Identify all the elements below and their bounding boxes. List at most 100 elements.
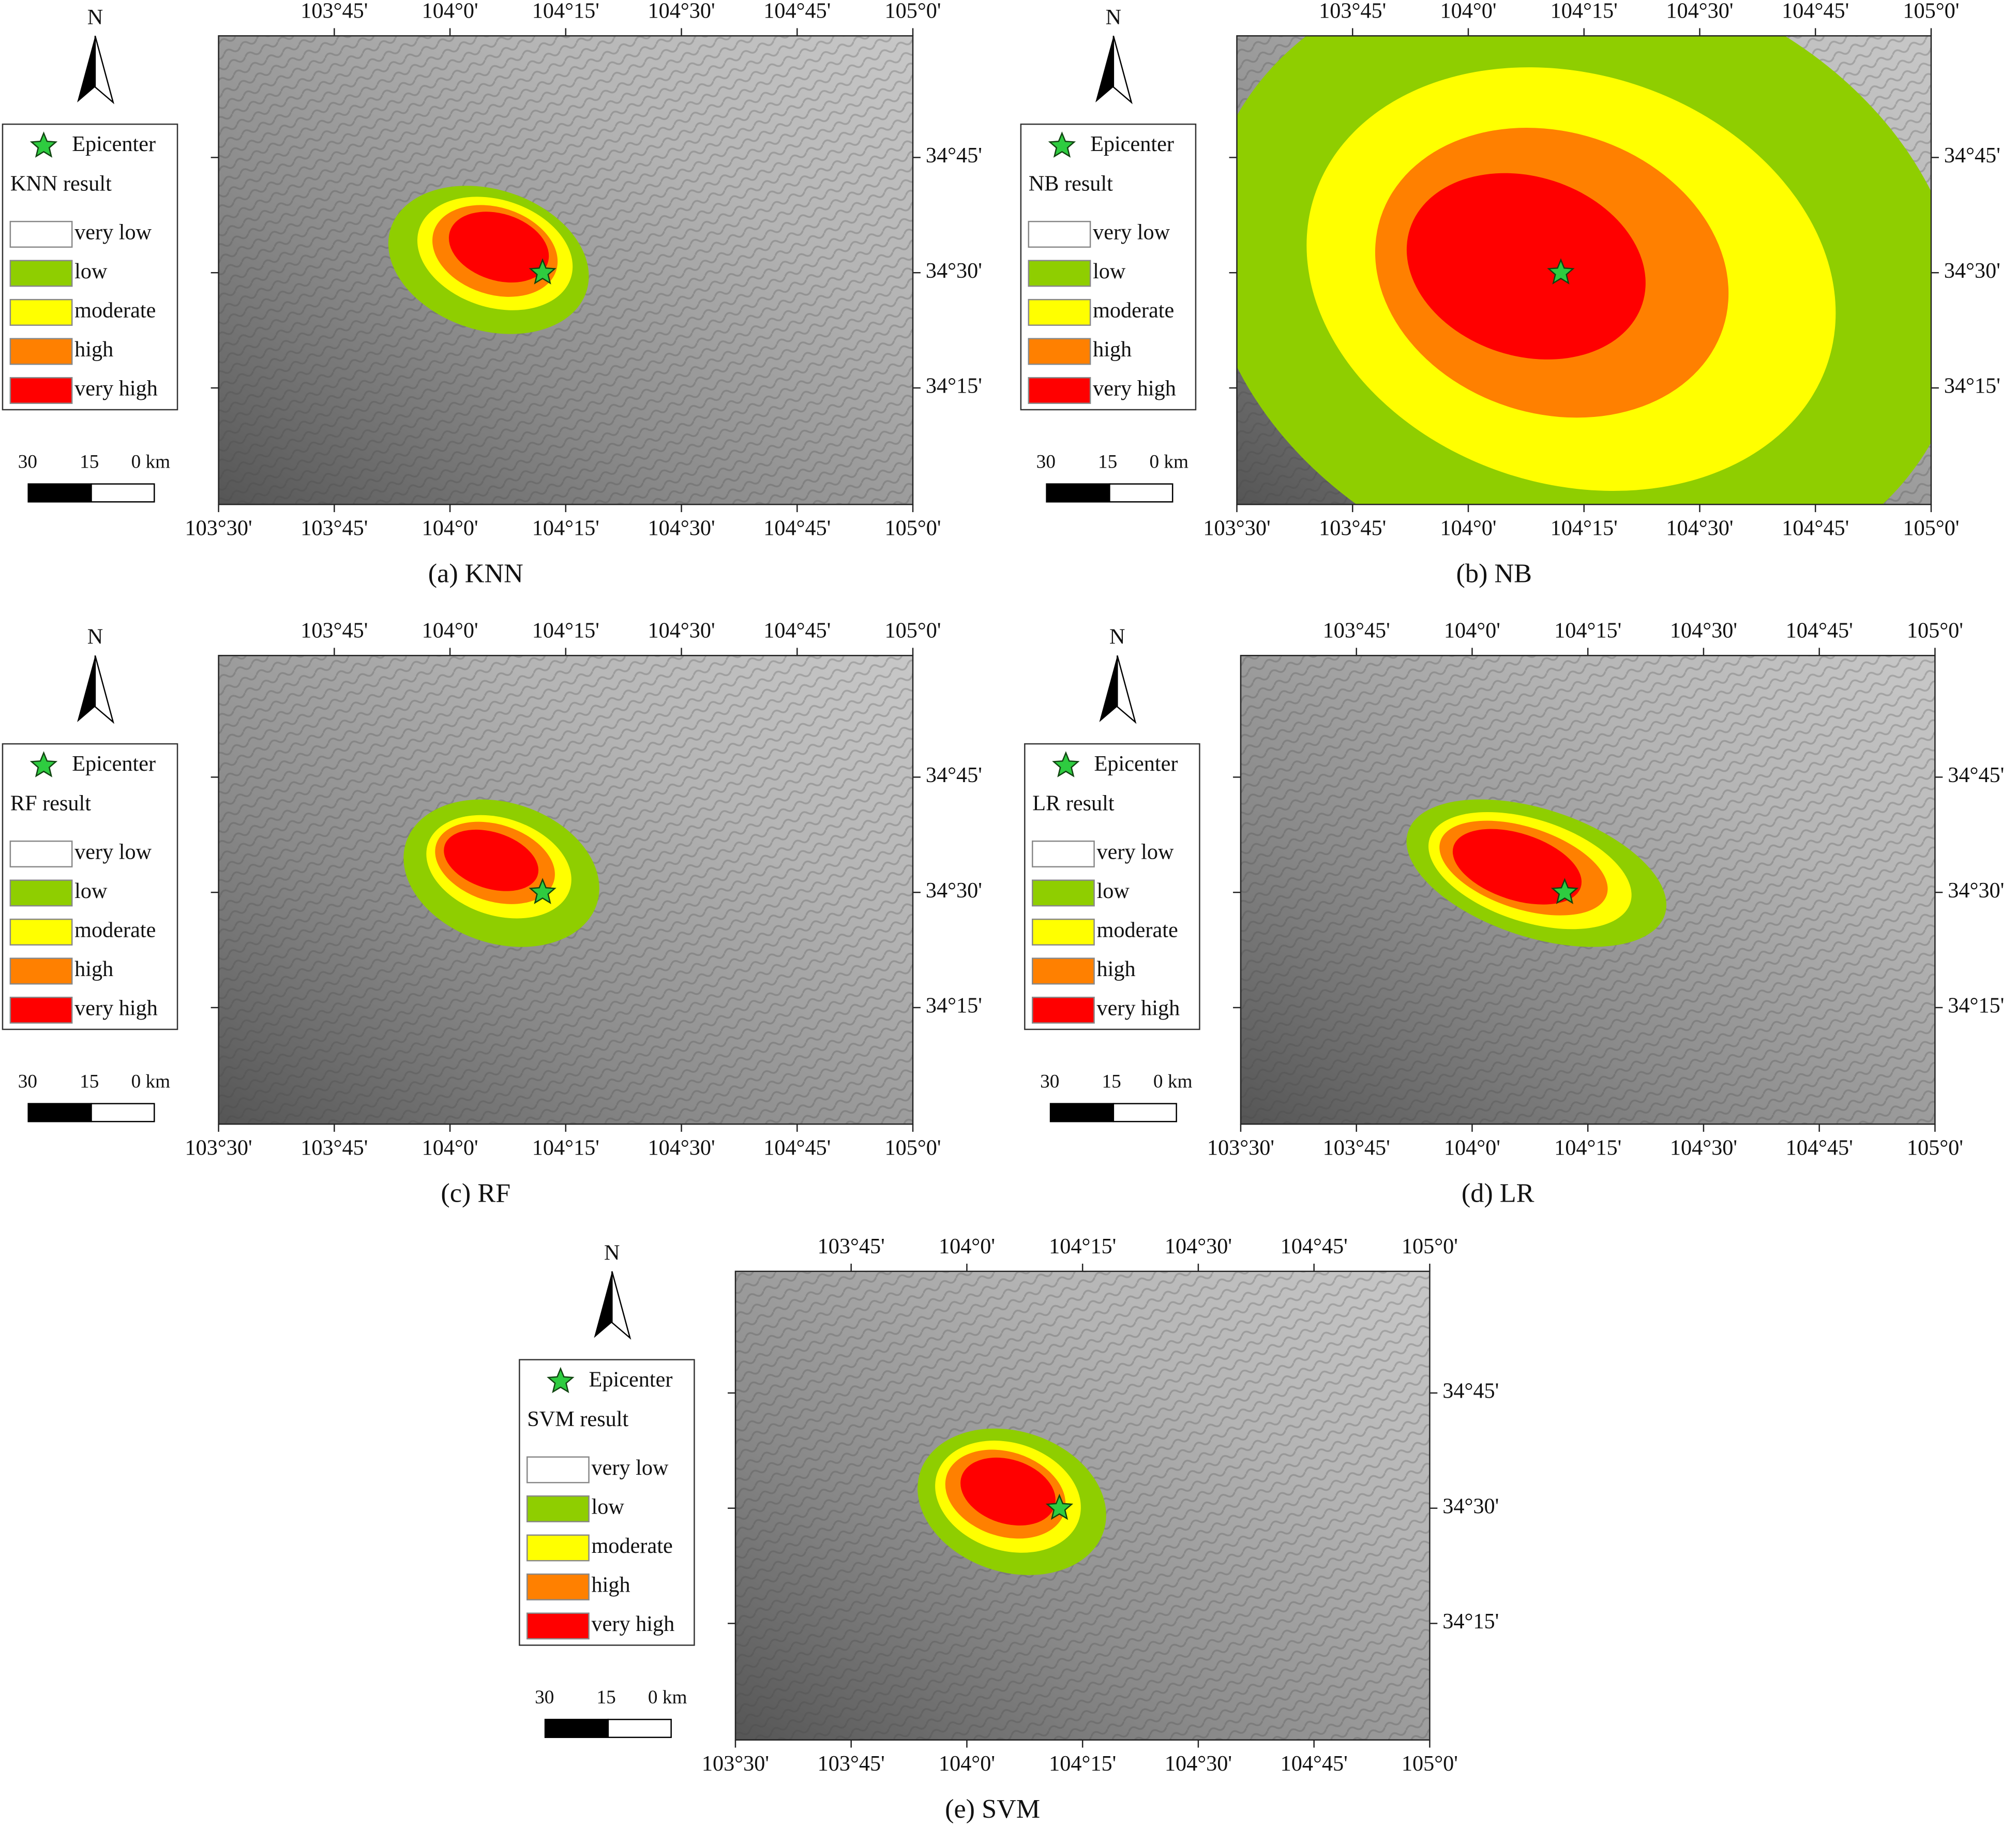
- north-arrow: [94, 35, 115, 104]
- legend-title: KNN result: [10, 172, 112, 196]
- legend-label: high: [74, 337, 113, 362]
- legend-label: very low: [1097, 840, 1175, 864]
- north-arrow: [1095, 36, 1114, 103]
- bottom-tick-label: 105°0': [1903, 516, 1959, 540]
- north-arrow: [1099, 655, 1118, 722]
- top-tick-label: 104°45': [763, 618, 831, 642]
- bottom-tick-label: 103°45': [300, 1135, 368, 1160]
- legend-swatch: [1028, 377, 1091, 404]
- top-tick-label: 104°0': [939, 1234, 995, 1259]
- legend-swatch: [1028, 338, 1091, 365]
- legend-swatch: [9, 879, 73, 907]
- legend-swatch: [1031, 957, 1095, 985]
- panel-caption: (d) LR: [1462, 1179, 1534, 1208]
- legend-label: high: [74, 957, 113, 981]
- top-tick-label: 104°30': [1165, 1234, 1232, 1259]
- right-tick-label: 34°45': [1948, 763, 2004, 787]
- legend-swatch: [526, 1612, 590, 1640]
- legend-swatch: [9, 918, 73, 946]
- legend-label: very high: [74, 996, 158, 1021]
- right-tick-label: 34°30': [926, 259, 982, 283]
- legend-swatch: [9, 377, 73, 404]
- epicenter-marker: [1045, 1493, 1074, 1520]
- legend-swatch: [1028, 298, 1091, 326]
- north-arrow: [594, 1271, 612, 1338]
- bottom-tick-label: 103°45': [1319, 516, 1386, 540]
- top-tick-label: 105°0': [1402, 1234, 1458, 1259]
- legend-label: moderate: [592, 1534, 673, 1558]
- top-tick-label: 104°0': [422, 0, 478, 23]
- panel-caption: (c) RF: [441, 1179, 510, 1208]
- top-tick-label: 104°15': [532, 0, 599, 23]
- bottom-tick-label: 103°30': [185, 516, 252, 540]
- top-tick-label: 104°30': [648, 618, 715, 642]
- top-tick-label: 105°0': [885, 0, 941, 23]
- top-tick-label: 105°0': [1903, 0, 1959, 23]
- scale-bar: [27, 483, 92, 503]
- legend-swatch: [526, 1495, 590, 1522]
- scale-bar: [1046, 483, 1110, 503]
- top-tick-label: 104°0': [1444, 618, 1500, 642]
- legend-swatch: [1028, 220, 1091, 248]
- legend-label: very low: [74, 840, 152, 864]
- bottom-tick-label: 103°30': [185, 1135, 252, 1160]
- right-tick-label: 34°30': [1944, 259, 2000, 283]
- bottom-tick-label: 103°45': [300, 516, 368, 540]
- bottom-tick-label: 103°30': [1207, 1135, 1274, 1160]
- bottom-tick-label: 104°45': [763, 516, 831, 540]
- bottom-tick-label: 104°0': [939, 1751, 995, 1776]
- north-arrow: [77, 655, 95, 722]
- map-panel: 103°45' 104°0' 104°15' 104°30' 104°45' 105°0'…: [1020, 0, 2000, 589]
- bottom-tick-label: 104°15': [532, 516, 599, 540]
- scale-label: 0 km: [648, 1687, 687, 1708]
- legend-label: moderate: [1093, 298, 1174, 323]
- right-tick-label: 34°45': [926, 143, 982, 168]
- bottom-tick-label: 104°30': [648, 1135, 715, 1160]
- legend-swatch: [9, 996, 73, 1024]
- legend-epicenter: Epicenter: [1090, 132, 1174, 156]
- map-panel: 103°45' 104°0' 104°15' 104°30' 104°45' 105°0'…: [1024, 618, 2004, 1208]
- bottom-tick-label: 105°0': [1907, 1135, 1963, 1160]
- legend-swatch: [1031, 840, 1095, 867]
- scale-label: 15: [80, 452, 99, 473]
- north-arrow: [1112, 35, 1133, 104]
- scale-label: 15: [1102, 1071, 1121, 1092]
- panel-caption: (e) SVM: [945, 1794, 1040, 1824]
- scale-label: 30: [1036, 452, 1056, 473]
- top-tick-label: 104°15': [1551, 0, 1618, 23]
- scale-label: 0 km: [131, 452, 171, 473]
- bottom-tick-label: 104°0': [422, 1135, 478, 1160]
- legend-label: high: [1093, 337, 1132, 362]
- right-tick-label: 34°15': [926, 374, 982, 398]
- legend-label: high: [592, 1573, 630, 1597]
- right-tick-label: 34°45': [1442, 1379, 1499, 1403]
- hazard-zone: [448, 212, 549, 283]
- legend-swatch: [9, 338, 73, 365]
- hazard-zones: [388, 186, 589, 334]
- legend-label: moderate: [1097, 918, 1178, 942]
- legend-label: low: [1097, 879, 1130, 903]
- scale-bar: [91, 483, 155, 503]
- bottom-tick-label: 103°30': [1203, 516, 1270, 540]
- legend-label: very high: [1097, 996, 1180, 1021]
- bottom-tick-label: 105°0': [1402, 1751, 1458, 1776]
- legend-star: [29, 131, 58, 158]
- hazard-zones: [1406, 799, 1666, 947]
- scale-label: 0 km: [131, 1071, 171, 1092]
- right-tick-label: 34°30': [1442, 1494, 1499, 1518]
- right-tick-label: 34°30': [1948, 878, 2004, 903]
- bottom-tick-label: 104°15': [532, 1135, 599, 1160]
- north-arrow: [94, 655, 115, 724]
- top-tick-label: 103°45': [300, 618, 368, 642]
- top-tick-label: 104°15': [1554, 618, 1621, 642]
- legend-label: moderate: [74, 918, 156, 942]
- top-tick-label: 103°45': [818, 1234, 885, 1259]
- legend-title: SVM result: [527, 1407, 628, 1431]
- scale-bar: [91, 1103, 155, 1122]
- map-panel: 103°45' 104°0' 104°15' 104°30' 104°45' 105°0'…: [2, 0, 982, 589]
- north-label: N: [87, 5, 103, 29]
- north-label: N: [87, 625, 103, 649]
- right-tick-label: 34°45': [1944, 143, 2000, 168]
- scale-label: 15: [596, 1687, 615, 1708]
